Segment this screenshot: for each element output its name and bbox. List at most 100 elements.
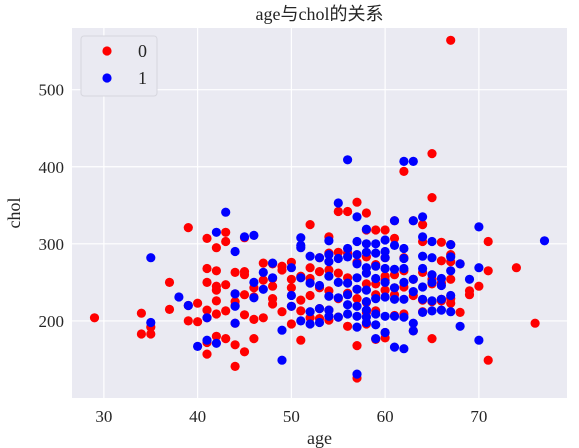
data-point-series-1 [399,312,409,322]
data-point-series-1 [324,271,334,281]
data-point-series-1 [230,301,240,311]
data-point-series-1 [333,253,343,264]
data-point-series-1 [305,278,315,288]
x-tick-label: 40 [189,407,206,426]
data-point-series-1 [408,318,418,328]
legend: 01 [80,35,158,97]
data-point-series-1 [389,240,400,250]
data-point-series-0 [436,256,446,266]
data-point-series-1 [418,251,428,261]
legend-marker-1 [102,73,112,83]
data-point-series-1 [446,240,456,250]
data-point-series-1 [380,277,390,287]
data-point-series-0 [146,329,156,339]
data-point-series-1 [418,307,428,317]
data-point-series-1 [446,307,456,317]
data-point-series-0 [183,316,193,326]
data-point-series-1 [389,342,400,352]
data-point-series-0 [230,267,240,277]
data-point-series-1 [249,230,259,240]
data-point-series-1 [474,263,484,273]
data-point-series-1 [239,232,250,242]
data-point-series-1 [427,253,437,263]
data-point-series-1 [371,294,381,304]
data-point-series-0 [446,274,456,284]
data-point-series-0 [211,243,221,253]
data-point-series-0 [258,258,268,268]
data-point-series-1 [324,257,334,267]
data-point-series-1 [352,212,362,222]
y-axis-label: chol [4,198,24,229]
data-point-series-1 [314,317,325,328]
data-point-series-0 [211,266,221,276]
data-point-series-1 [230,318,240,328]
data-point-series-0 [446,35,456,45]
chart-title: age与chol的关系 [256,4,384,24]
data-point-series-0 [399,166,409,176]
data-point-series-1 [418,232,428,242]
data-point-series-1 [361,224,371,234]
data-point-series-1 [361,285,371,295]
data-point-series-1 [343,290,353,300]
data-point-series-0 [314,267,325,277]
data-point-series-0 [202,263,212,274]
data-point-series-0 [427,193,437,203]
data-point-series-1 [193,341,203,351]
data-point-series-0 [258,275,268,285]
tick-labels: 30 40 50 60 70 200 300 400 500 [39,81,488,426]
data-point-series-1 [286,290,296,301]
data-point-series-1 [361,268,371,278]
data-point-series-1 [380,235,390,245]
data-point-series-1 [343,278,353,288]
data-point-series-0 [305,263,315,273]
data-point-series-1 [296,273,306,283]
data-point-series-0 [483,236,493,247]
data-point-series-1 [305,307,315,317]
data-point-series-1 [399,253,409,264]
data-point-series-1 [333,277,343,287]
data-point-series-0 [239,347,250,357]
data-point-series-1 [427,306,437,316]
data-point-series-1 [446,252,456,262]
data-point-series-1 [474,222,484,232]
data-point-series-1 [389,311,400,321]
legend-marker-0 [102,46,112,56]
data-point-series-1 [305,319,315,329]
data-point-series-0 [183,223,193,233]
legend-label-1: 1 [138,68,147,88]
data-point-series-1 [436,280,446,291]
data-point-series-1 [183,300,193,311]
data-point-series-0 [221,280,231,290]
data-point-series-0 [230,361,240,371]
data-point-series-1 [371,239,381,249]
data-point-series-0 [164,277,175,287]
data-point-series-1 [408,216,418,226]
data-point-series-0 [352,197,362,207]
data-point-series-1 [352,284,362,294]
data-point-series-1 [258,267,268,277]
data-point-series-1 [343,155,353,165]
data-point-series-1 [230,289,240,299]
data-point-series-1 [352,236,362,247]
data-point-series-0 [333,268,343,278]
data-point-series-1 [380,311,390,321]
data-point-series-0 [211,285,221,295]
data-point-series-0 [211,309,221,319]
data-point-series-1 [380,263,390,274]
data-point-series-1 [427,277,437,287]
data-point-series-1 [408,274,418,284]
data-point-series-1 [211,227,221,237]
data-point-series-0 [333,206,343,217]
data-point-series-0 [221,227,231,237]
data-point-series-1 [427,270,437,280]
data-point-series-1 [399,294,409,304]
data-point-series-0 [427,334,437,344]
data-point-series-0 [239,290,250,300]
data-point-series-1 [324,236,334,246]
data-point-series-1 [314,304,325,314]
data-point-series-1 [352,311,362,321]
data-point-series-1 [333,293,343,303]
data-point-series-1 [399,277,409,287]
data-point-series-1 [361,239,371,249]
data-point-series-1 [399,263,409,274]
